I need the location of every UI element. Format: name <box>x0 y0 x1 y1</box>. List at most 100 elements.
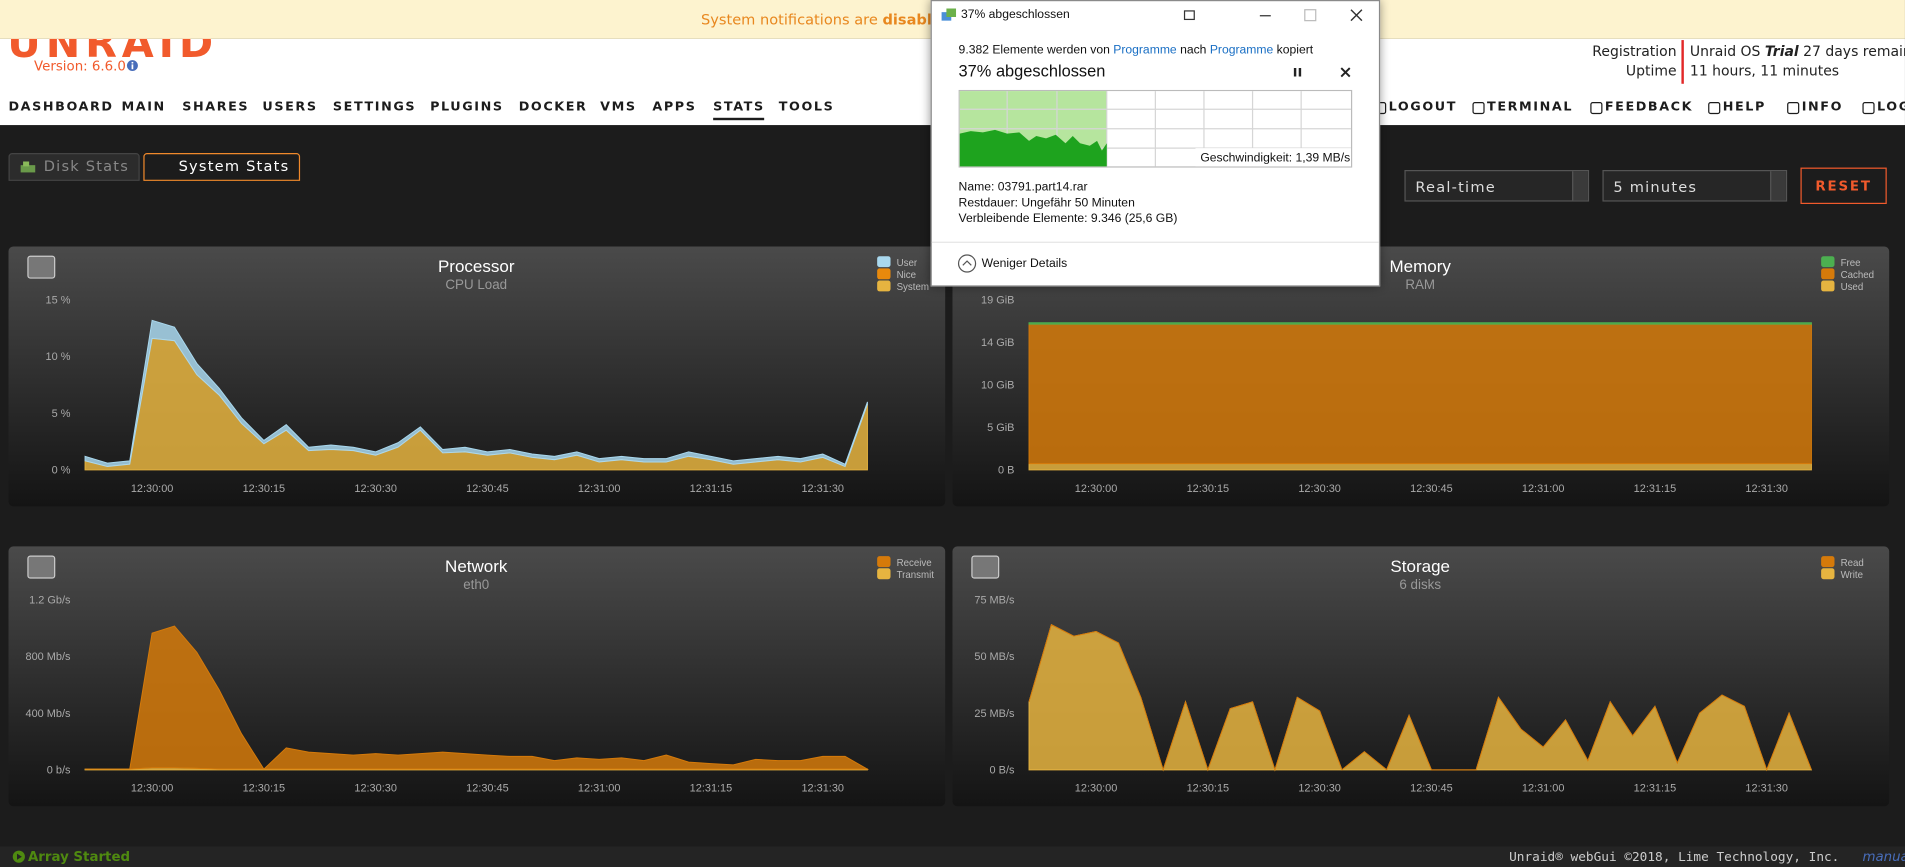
x-tick-label: 12:31:30 <box>1745 483 1788 495</box>
remaining-time: Restdauer: Ungefähr 50 Minuten <box>958 196 1135 211</box>
nav-icon <box>1787 102 1800 115</box>
y-tick-label: 75 MB/s <box>974 595 1015 607</box>
window-controls[interactable] <box>1175 6 1369 25</box>
tab[interactable]: System Stats <box>143 153 301 181</box>
version: Version: 6.6.0 <box>34 58 126 75</box>
x-tick-label: 12:30:45 <box>1410 783 1453 795</box>
x-tick-label: 12:31:15 <box>690 483 733 495</box>
divider <box>1681 40 1684 84</box>
legend-swatch <box>877 268 891 280</box>
area <box>1028 624 1812 772</box>
notification-message: System notifications are <box>700 10 878 28</box>
nav-item[interactable]: TERMINAL <box>1487 99 1574 115</box>
uptime-value: 11 hours, 11 minutes <box>1689 61 1840 79</box>
separator <box>931 241 1379 243</box>
nav-item[interactable]: LOG <box>1877 99 1905 115</box>
status-icon <box>12 850 25 863</box>
nav-item[interactable]: VMS <box>600 99 637 115</box>
copyright: Unraid® webGui ©2018, Lime Technology, I… <box>1509 850 1840 865</box>
chart-subtitle: 6 disks <box>1399 577 1441 592</box>
file-name: Name: 03791.part14.rar <box>958 180 1088 195</box>
dialog-title: 37% abgeschlossen <box>960 8 1070 22</box>
legend-swatch <box>877 568 891 580</box>
x-tick-label: 12:31:30 <box>801 483 844 495</box>
x-tick-label: 12:31:00 <box>1522 783 1565 795</box>
details-toggle-icon[interactable] <box>957 254 977 273</box>
nav-item[interactable]: MAIN <box>121 99 166 115</box>
chart-icon <box>27 555 56 579</box>
nav-item[interactable]: SETTINGS <box>332 99 417 115</box>
remaining-items: Verbleibende Elemente: 9.346 (25,6 GB) <box>958 212 1178 226</box>
nav-item[interactable]: APPS <box>652 99 697 115</box>
array-status: Array Started <box>27 848 131 865</box>
copy-line: 9.382 Elemente werden von Programme nach… <box>959 44 1314 57</box>
target-link[interactable]: Programme <box>1209 43 1274 58</box>
source-link[interactable]: Programme <box>1113 43 1177 58</box>
x-tick-label: 12:30:45 <box>1410 483 1453 495</box>
area <box>85 625 870 770</box>
y-tick-label: 5 % <box>52 408 71 420</box>
legend-swatch <box>1821 268 1835 280</box>
nav-item[interactable]: SHARES <box>182 99 250 115</box>
speed-graph <box>958 89 1353 168</box>
nav-item[interactable]: INFO <box>1801 99 1844 115</box>
registration-value[interactable]: Unraid OS Trial 27 days remaining <box>1690 43 1905 60</box>
nav-item[interactable]: DOCKER <box>518 99 588 115</box>
x-tick-label: 12:30:45 <box>466 483 509 495</box>
x-tick-label: 12:30:15 <box>1187 483 1230 495</box>
chart-subtitle: eth0 <box>463 577 489 592</box>
x-tick-label: 12:31:30 <box>1745 783 1788 795</box>
nav-icon <box>1708 102 1721 115</box>
y-tick-label: 10 GiB <box>981 380 1014 392</box>
legend-swatch <box>1821 256 1835 268</box>
nav-icon <box>1862 102 1875 115</box>
legend-swatch <box>1821 280 1835 292</box>
tab-icon <box>20 161 36 173</box>
x-tick-label: 12:30:15 <box>1187 783 1230 795</box>
y-tick-label: 15 % <box>46 295 71 307</box>
x-tick-label: 12:31:15 <box>690 783 733 795</box>
area <box>1028 463 1812 471</box>
x-tick-label: 12:30:30 <box>1298 783 1341 795</box>
nav-item[interactable]: USERS <box>262 99 318 115</box>
legend-swatch <box>1821 568 1835 580</box>
legend-swatch <box>877 556 891 568</box>
mode-select[interactable]: Real-time <box>1404 170 1590 202</box>
y-tick-label: 50 MB/s <box>974 651 1015 663</box>
range-select[interactable]: 5 minutes <box>1602 170 1788 202</box>
y-tick-label: 0 b/s <box>47 765 71 777</box>
nav-icon <box>1590 102 1603 115</box>
nav-icon <box>1472 102 1485 115</box>
nav-item[interactable]: STATS <box>713 100 765 121</box>
legend-swatch <box>877 280 891 292</box>
details-toggle[interactable]: Weniger Details <box>981 257 1068 271</box>
legend-label: Free <box>1841 258 1861 269</box>
y-tick-label: 1.2 Gb/s <box>29 595 71 607</box>
reset-button[interactable]: RESET <box>1800 167 1887 205</box>
registration-remaining: 27 days remaining <box>1803 42 1905 60</box>
info-icon[interactable] <box>126 60 138 72</box>
nav-item[interactable]: LOGOUT <box>1388 99 1458 115</box>
x-tick-label: 12:31:00 <box>578 783 621 795</box>
notification-text: System notifications are disabled <box>701 11 952 28</box>
nav-item[interactable]: PLUGINS <box>430 99 504 115</box>
copy-text: nach <box>1180 43 1207 58</box>
nav-item[interactable]: TOOLS <box>778 99 835 115</box>
y-tick-label: 800 Mb/s <box>26 651 71 663</box>
dialog-icon <box>941 8 957 21</box>
y-tick-label: 14 GiB <box>981 337 1014 349</box>
progress-controls[interactable] <box>1284 64 1357 81</box>
legend-label: Cached <box>1841 270 1874 281</box>
legend-label: Used <box>1841 282 1864 293</box>
chart-title: Storage <box>1390 557 1450 576</box>
y-tick-label: 19 GiB <box>981 295 1014 307</box>
chart-subtitle: CPU Load <box>445 277 507 292</box>
manual-link[interactable]: manual <box>1862 848 1905 865</box>
nav-item[interactable]: FEEDBACK <box>1604 99 1694 115</box>
nav-item[interactable]: HELP <box>1722 99 1766 115</box>
nav-item[interactable]: DASHBOARD <box>8 99 114 115</box>
legend-label: Write <box>1841 570 1863 581</box>
area <box>1028 323 1812 465</box>
legend-label: Nice <box>897 270 916 281</box>
